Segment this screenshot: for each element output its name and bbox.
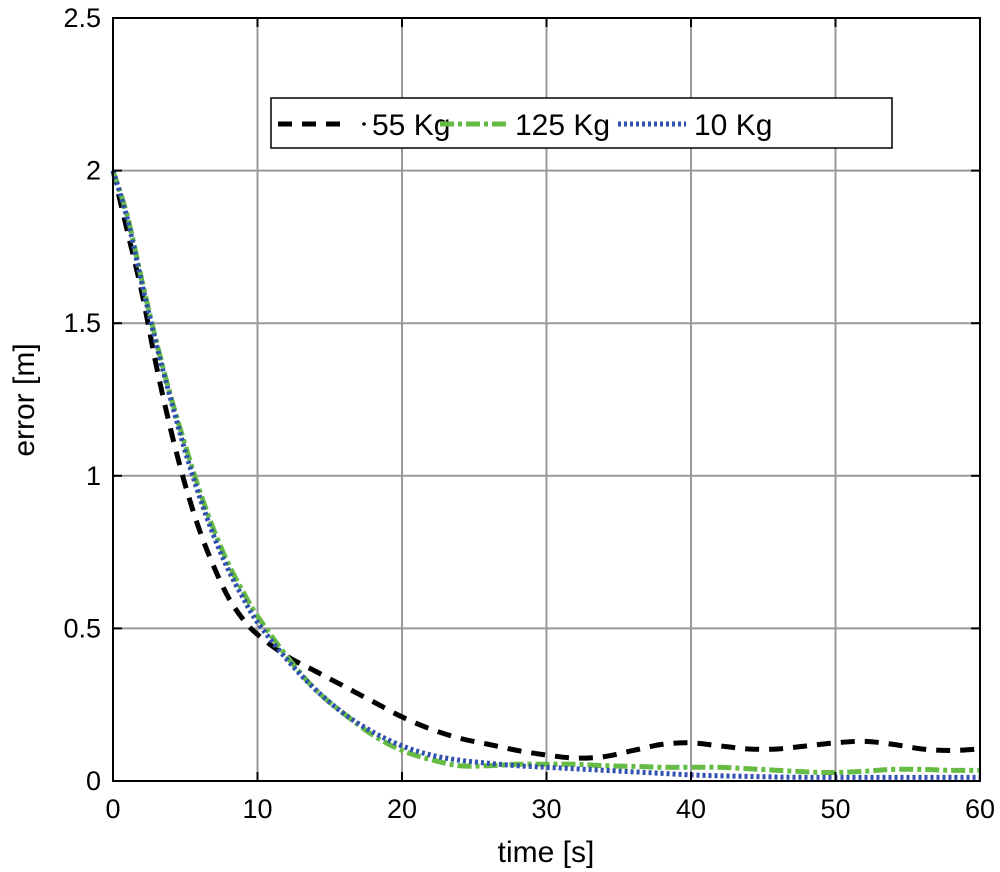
- y-tick-label: 0: [86, 766, 101, 796]
- x-tick-label: 10: [242, 794, 272, 824]
- legend-box: [270, 97, 893, 149]
- y-tick-label: 1.5: [63, 308, 101, 338]
- x-tick-labels: 0 10 20 30 40 50 60: [105, 794, 995, 824]
- series-line-0: [110, 170, 981, 761]
- legend-label-55kg: 55 Kg: [372, 109, 450, 142]
- x-tick-label: 50: [820, 794, 850, 824]
- y-tick-label: 2.5: [63, 3, 101, 33]
- data-series: [110, 169, 981, 780]
- legend-label-10kg: 10 Kg: [694, 109, 772, 142]
- legend: 55 Kg 125 Kg 10 Kg: [270, 97, 893, 149]
- x-tick-label: 0: [105, 794, 120, 824]
- legend-swatch-55kg-dot: [362, 122, 366, 126]
- y-tick-label: 1: [86, 461, 101, 491]
- y-tick-label: 2: [86, 156, 101, 186]
- axis-ticks: [112, 17, 981, 782]
- y-tick-label: 0.5: [63, 613, 101, 643]
- x-axis-label: time [s]: [498, 836, 595, 869]
- x-tick-label: 20: [387, 794, 417, 824]
- x-tick-label: 30: [531, 794, 561, 824]
- y-tick-labels: 0 0.5 1 1.5 2 2.5: [63, 3, 101, 796]
- legend-label-125kg: 125 Kg: [515, 109, 610, 142]
- x-tick-label: 40: [676, 794, 706, 824]
- y-axis-label: error [m]: [8, 343, 41, 456]
- series-line-1: [110, 169, 981, 775]
- x-tick-label: 60: [965, 794, 995, 824]
